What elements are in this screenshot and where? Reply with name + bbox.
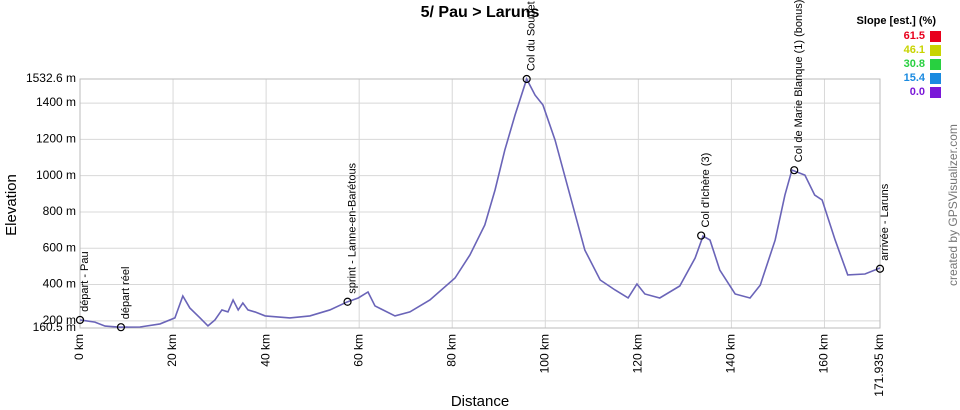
slope-legend-swatch: [930, 45, 941, 56]
slope-legend-title: Slope [est.] (%): [857, 15, 937, 27]
waypoint-marker: [75, 315, 85, 325]
credit: created by GPSVisualizer.com: [946, 124, 960, 286]
waypoint-marker: [875, 264, 885, 273]
slope-legend-swatch: [930, 59, 941, 70]
waypoint-marker: [790, 166, 799, 175]
waypoint-label: départ réel: [120, 267, 132, 320]
y-tick-label: 1200 m: [36, 132, 76, 146]
chart-title: 5/ Pau > Laruns: [421, 4, 540, 21]
waypoint-label: départ - Pau: [79, 251, 91, 312]
y-tick-label: 600 m: [43, 240, 76, 254]
x-tick-label: 20 km: [165, 334, 179, 367]
slope-legend-label: 15.4: [904, 72, 926, 84]
slope-legend-swatch: [930, 31, 941, 42]
x-tick-label: 40 km: [258, 334, 272, 367]
slope-legend-label: 0.0: [910, 86, 925, 98]
slope-legend-label: 61.5: [904, 30, 925, 42]
plot-frame: [79, 78, 881, 329]
elevation-line: [79, 76, 881, 328]
waypoint-marker: [343, 297, 352, 306]
slope-legend-swatch: [930, 87, 941, 98]
y-tick-label: 160.5 m: [33, 320, 76, 334]
waypoint-marker: [522, 74, 531, 84]
y-tick-label: 1532.6 m: [26, 71, 76, 85]
x-tick-label: 80 km: [444, 334, 458, 367]
x-tick-label: 120 km: [631, 334, 645, 373]
y-tick-label: 200 m: [43, 313, 76, 327]
waypoint-label: Col d'Ichère (3): [700, 153, 712, 228]
waypoint-label: Col du Soudet: [526, 1, 538, 71]
y-tick-label: 1000 m: [36, 168, 76, 182]
y-tick-label: 400 m: [43, 277, 76, 291]
y-axis-label: Elevation: [3, 174, 20, 236]
waypoint-label: arrivée - Laruns: [879, 183, 891, 261]
waypoint-label: sprint - Lanne-en-Barétous: [346, 162, 358, 293]
y-tick-label: 800 m: [43, 204, 76, 218]
slope-legend-label: 30.8: [904, 58, 925, 70]
x-tick-label: 60 km: [351, 334, 365, 367]
x-tick-label: 171.935 km: [872, 334, 886, 397]
x-tick-label: 160 km: [817, 334, 831, 373]
y-tick-label: 1400 m: [36, 95, 76, 109]
x-tick-label: 0 km: [72, 334, 86, 360]
waypoint-marker: [697, 231, 706, 240]
x-tick-label: 140 km: [724, 334, 738, 373]
slope-legend-swatch: [930, 73, 941, 84]
x-tick-label: 100 km: [537, 334, 551, 373]
waypoint-label: Col de Marie Blanque (1) (bonus): [793, 0, 805, 162]
x-axis-label: Distance: [451, 393, 509, 410]
waypoint-marker: [116, 323, 126, 332]
slope-legend-label: 46.1: [904, 44, 925, 56]
